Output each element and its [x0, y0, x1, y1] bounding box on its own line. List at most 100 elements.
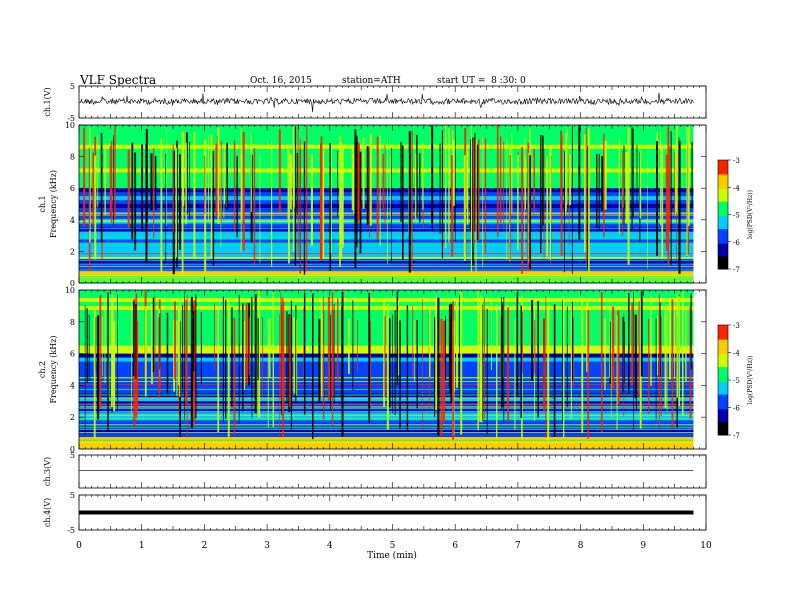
y-tick-label: 10 [65, 121, 75, 130]
spectrogram-band [79, 337, 694, 343]
colorbar-step [718, 263, 728, 266]
colorbar-ch2: -3 -4 -5 -6 -7 log(PSD(V²/Hz)) [717, 322, 754, 440]
colorbar-step [718, 212, 728, 215]
colorbar-step [718, 239, 728, 243]
colorbar-step [718, 192, 728, 196]
colorbar-step [718, 218, 728, 221]
colorbar-step [718, 424, 728, 427]
spectrogram-band [79, 172, 694, 177]
spectrogram-band [79, 275, 694, 280]
colorbar-step [718, 198, 728, 201]
x-tick-label: 10 [700, 541, 712, 551]
spectrogram-band [79, 215, 694, 221]
spectrogram-band [79, 293, 694, 299]
colorbar-step [718, 433, 728, 436]
colorbar-tick-label: -7 [733, 432, 740, 440]
colorbar-step [718, 389, 728, 392]
y-axis-label: ch.3(V) [43, 457, 52, 486]
spectrogram-band [79, 313, 694, 319]
colorbar-step [718, 359, 728, 363]
spectrogram-band [79, 207, 694, 213]
colorbar-step [718, 374, 728, 377]
colorbar-step [718, 176, 728, 179]
spectrogram-band [79, 381, 694, 386]
colorbar-step [718, 378, 728, 381]
colorbar-step [718, 243, 728, 246]
spectrogram-band [79, 301, 694, 307]
spectrogram-band [79, 160, 694, 165]
colorbar-step [718, 169, 728, 172]
spectrogram-band [79, 441, 694, 446]
colorbar-step [718, 219, 728, 223]
spectrogram-band [79, 305, 694, 311]
spectrogram-band [79, 353, 694, 358]
colorbar-step [718, 383, 728, 386]
colorbar-step [718, 216, 728, 219]
colorbar-step [718, 161, 728, 165]
spectrogram-band [79, 389, 694, 394]
colorbar-label: log(PSD(V²/Hz)) [747, 190, 754, 239]
y-tick-label: 5 [70, 451, 75, 460]
spectrogram-band [79, 140, 694, 146]
colorbar-step [718, 381, 728, 385]
panel-ch1-spectrogram: 0 2 4 6 8 10 ch.1 Frequency (kHz) [38, 121, 707, 288]
colorbar-step [718, 328, 728, 331]
colorbar-step [718, 267, 728, 270]
panel-ch2-spectrogram: 0 2 4 6 8 10 ch.2 Frequency (kHz) [38, 286, 707, 454]
colorbar-step [718, 380, 728, 383]
colorbar-step [718, 369, 728, 372]
spectrogram-band [79, 421, 694, 426]
colorbar-step [718, 414, 728, 418]
spectrogram-band [79, 377, 694, 382]
colorbar-step [718, 225, 728, 228]
spectrogram-band [79, 271, 694, 276]
spectrogram-band [79, 247, 694, 252]
colorbar-step [718, 347, 728, 350]
colorbar-step [718, 261, 728, 265]
colorbar-step [718, 252, 728, 255]
spectrogram-band [79, 309, 694, 315]
colorbar-tick-label: -4 [733, 350, 740, 358]
colorbar-step [718, 402, 728, 405]
colorbar-step [718, 227, 728, 230]
colorbar-step [718, 354, 728, 357]
figure-title: VLF Spectra [79, 73, 156, 87]
colorbar-step [718, 403, 728, 407]
spectrogram-band [79, 128, 694, 134]
colorbar-step [718, 365, 728, 368]
spectrogram-band [79, 357, 694, 362]
spectrogram-band [79, 148, 694, 154]
spectrogram-band [79, 152, 694, 157]
x-tick-label: 5 [390, 541, 396, 551]
colorbar-step [718, 190, 728, 194]
spectrogram-band [79, 200, 694, 205]
colorbar-step [718, 343, 728, 346]
spectrogram-band [79, 259, 694, 264]
spectrogram-band [79, 263, 694, 268]
colorbar-tick-label: -5 [733, 377, 740, 385]
colorbar-step [718, 398, 728, 401]
y-axis-label: ch.1(V) [43, 87, 52, 116]
colorbar-step [718, 339, 728, 342]
spectrogram-band [79, 297, 694, 303]
x-tick-label: 7 [515, 541, 521, 551]
colorbar-step [718, 210, 728, 214]
colorbar-step [718, 336, 728, 339]
x-tick-label: 1 [139, 541, 145, 551]
y-tick-label: 10 [65, 286, 75, 295]
colorbar-step [718, 181, 728, 185]
y-tick-label: 0 [70, 445, 75, 454]
colorbar-tick-label: -6 [733, 239, 740, 247]
spectrogram-band [79, 192, 694, 197]
y-tick-label: 8 [70, 318, 75, 327]
x-axis: 0 1 2 3 4 5 6 7 8 9 10 [76, 541, 712, 551]
spectrogram-band [79, 243, 694, 248]
y-tick-label: -5 [67, 114, 75, 123]
colorbar-step [718, 185, 728, 188]
y-axis-label: Frequency (kHz) [49, 170, 58, 238]
spectrogram-band [79, 321, 694, 327]
colorbar-step [718, 245, 728, 248]
start-time-label: start UT = 8 :30: 0 [437, 76, 526, 86]
colorbar-tick-label: -3 [733, 322, 740, 330]
